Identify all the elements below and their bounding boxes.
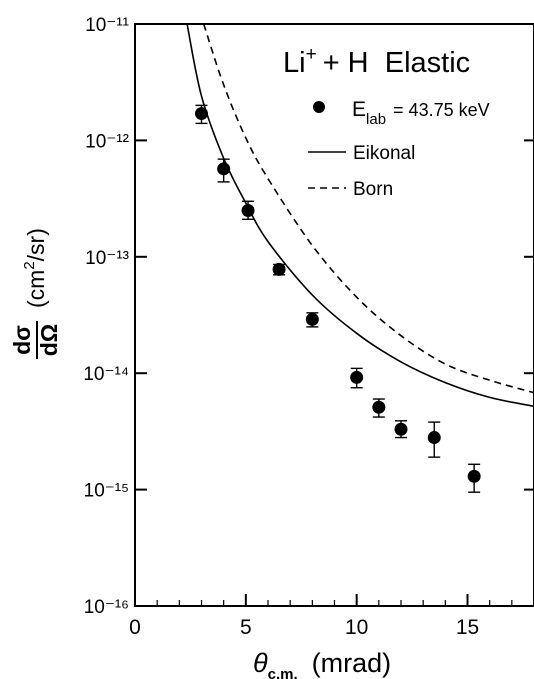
data-marker — [272, 262, 286, 276]
y-axis-label: dσ dΩ (cm2/sr) — [9, 228, 62, 359]
legend-label-eikonal: Eikonal — [353, 143, 415, 164]
y-tick-label: 10⁻¹¹ — [85, 15, 129, 36]
x-tick-label: 0 — [129, 616, 141, 639]
data-points — [195, 104, 481, 493]
data-marker — [241, 203, 255, 217]
data-marker — [195, 107, 208, 121]
y-label-numerator: dσ — [9, 325, 35, 355]
y-label-unit: (cm2/sr) — [21, 228, 49, 308]
y-label-denominator: dΩ — [36, 324, 62, 357]
data-point — [195, 104, 208, 125]
y-tick-label: 10⁻¹⁴ — [83, 364, 129, 385]
legend: Elab = 43.75 keV Eikonal Born — [308, 98, 490, 200]
data-point — [372, 398, 386, 418]
legend-label-born: Born — [353, 179, 393, 200]
y-axis-ticks: 10⁻¹⁶ 10⁻¹⁵ 10⁻¹⁴ 10⁻¹³ 10⁻¹² 10⁻¹¹ — [83, 15, 534, 618]
x-axis-ticks: 0 5 10 15 — [129, 594, 513, 639]
data-marker — [467, 469, 481, 483]
data-marker — [305, 312, 319, 326]
chart-title: Li+ + H Elastic — [283, 44, 470, 79]
data-point — [272, 262, 286, 276]
legend-marker-data — [313, 101, 325, 113]
data-point — [305, 312, 319, 328]
x-tick-label: 10 — [345, 616, 368, 639]
x-tick-label: 15 — [456, 616, 479, 639]
data-point — [241, 200, 255, 220]
legend-label-data: Elab = 43.75 keV — [352, 98, 490, 128]
data-point — [350, 367, 364, 389]
data-marker — [217, 162, 231, 176]
data-point — [217, 158, 231, 183]
data-marker — [350, 370, 364, 384]
theory-curves — [186, 24, 534, 408]
data-point — [427, 421, 441, 458]
data-marker — [427, 431, 441, 445]
x-axis-label: θc.m. (mrad) — [253, 648, 391, 679]
x-tick-label: 5 — [240, 616, 252, 639]
y-tick-label: 10⁻¹⁵ — [84, 481, 129, 502]
data-marker — [372, 400, 386, 414]
born-curve — [202, 24, 534, 394]
y-tick-label: 10⁻¹³ — [85, 248, 129, 269]
y-tick-label: 10⁻¹² — [85, 131, 129, 152]
eikonal-curve — [186, 24, 534, 408]
data-point — [394, 420, 408, 439]
data-point — [467, 463, 481, 493]
y-tick-label: 10⁻¹⁶ — [84, 597, 129, 618]
data-marker — [394, 422, 408, 436]
